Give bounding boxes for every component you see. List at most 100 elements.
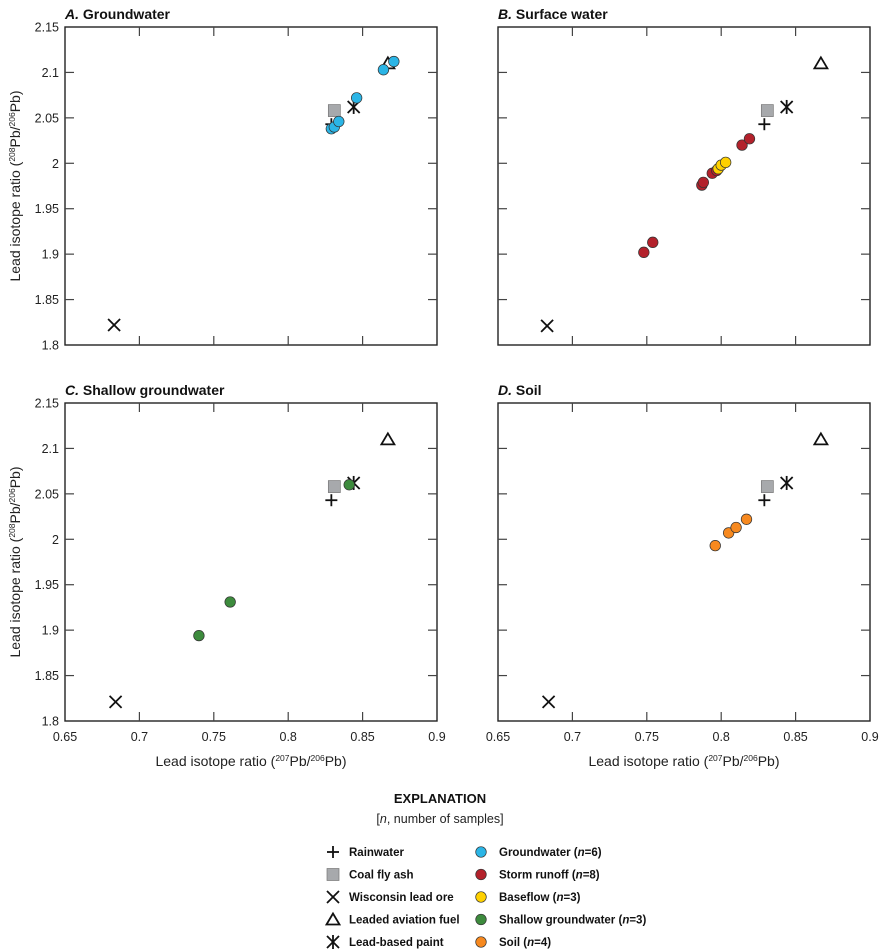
panel-b: B. Surface water [497, 6, 871, 346]
panel-title: A. Groundwater [64, 6, 171, 22]
data-point [758, 118, 771, 131]
series-groundwater [325, 55, 400, 135]
y-tick-label: 2.15 [35, 21, 59, 35]
panel-c: C. Shallow groundwater 0.65 0.7 0.75 0.8 0.85… [7, 382, 446, 769]
x-axis-label: Lead isotope ratio (207Pb/206Pb) [588, 753, 779, 769]
x-tick-label: 0.85 [350, 730, 374, 744]
series-wisconsin-lead-ore [108, 695, 123, 709]
y-axis-label: Lead isotope ratio (208Pb/206Pb) [7, 466, 23, 657]
series-rainwater [758, 118, 771, 131]
x-tick-label: 0.85 [783, 730, 807, 744]
legend: EXPLANATION [n, number of samples] Rainwat… [324, 791, 646, 949]
y-axis-label: Lead isotope ratio (208Pb/206Pb) [7, 90, 23, 281]
legend-item: Groundwater (n=6) [475, 846, 602, 859]
data-point [697, 176, 709, 189]
data-point [379, 431, 396, 446]
data-point [720, 156, 732, 169]
legend-circle-icon [475, 891, 487, 903]
series-lead-based-paint [780, 475, 794, 490]
panel-title: C. Shallow groundwater [65, 382, 225, 398]
y-tick-label: 2.05 [35, 111, 59, 125]
y-tick-label: 1.95 [35, 578, 59, 592]
data-point [350, 92, 363, 104]
data-point [638, 246, 650, 258]
data-point [343, 479, 355, 491]
data-point [736, 139, 748, 151]
x-tick-label: 0.75 [635, 730, 659, 744]
y-tick-label: 1.85 [35, 669, 59, 683]
legend-label: Groundwater (n=6) [499, 847, 602, 859]
legend-item: Storm runoff (n=8) [475, 868, 600, 882]
series-leaded-aviation-fuel [812, 55, 829, 70]
y-tick-label: 2.1 [42, 442, 59, 456]
legend-item: Rainwater [327, 846, 404, 859]
x-tick-label: 0.8 [713, 730, 730, 744]
panel-title: D. Soil [498, 382, 542, 398]
legend-label: Rainwater [349, 847, 404, 859]
x-axis-label: Lead isotope ratio (207Pb/206Pb) [155, 753, 346, 769]
x-tick-label: 0.65 [53, 730, 77, 744]
data-point [760, 480, 774, 493]
plot-frame [497, 402, 871, 722]
x-tick-label: 0.65 [486, 730, 510, 744]
y-tick-label: 1.9 [42, 624, 59, 638]
series-wisconsin-lead-ore [540, 319, 554, 333]
data-point [730, 521, 742, 534]
series-coal-fly-ash [327, 480, 341, 493]
x-tick-label: 0.7 [564, 730, 581, 744]
y-tick-label: 1.8 [42, 715, 59, 729]
x-tick-label: 0.9 [861, 730, 878, 744]
series-coal-fly-ash [760, 480, 774, 493]
y-tick-label: 2.1 [42, 66, 59, 80]
series-leaded-aviation-fuel [379, 431, 396, 446]
data-point [812, 55, 829, 70]
series-wisconsin-lead-ore [107, 318, 121, 332]
legend-circle-icon [475, 846, 487, 858]
y-tick-label: 1.9 [42, 248, 59, 262]
panel-d: D. Soil 0.65 0.7 0.75 0.8 0.85 0.9 Lead isotope… [486, 382, 879, 769]
plot-frame [497, 26, 871, 346]
series-storm-runoff [638, 133, 756, 258]
y-tick-label: 2 [52, 157, 59, 171]
legend-asterisk-icon [326, 935, 340, 949]
legend-item: Soil (n=4) [475, 936, 551, 949]
y-tick-label: 1.95 [35, 202, 59, 216]
data-point [760, 104, 774, 117]
x-tick-label: 0.7 [131, 730, 148, 744]
series-coal-fly-ash [760, 104, 774, 117]
series-rainwater [758, 494, 771, 507]
legend-plus-icon [327, 846, 339, 858]
legend-item: Shallow groundwater (n=3) [475, 913, 646, 927]
legend-title: EXPLANATION [394, 791, 486, 806]
data-point [812, 431, 829, 446]
data-point [541, 695, 556, 709]
legend-circle-icon [475, 868, 487, 881]
legend-triangle-icon [324, 911, 342, 926]
x-tick-label: 0.75 [202, 730, 226, 744]
data-point [780, 99, 794, 114]
y-tick-label: 1.8 [42, 339, 59, 353]
data-point [743, 133, 756, 145]
series-rainwater [325, 494, 338, 507]
x-tick-label: 0.9 [428, 730, 445, 744]
legend-item: Wisconsin lead ore [326, 890, 454, 904]
data-point [193, 629, 205, 642]
legend-square-icon [326, 868, 340, 881]
data-point [758, 494, 771, 507]
data-point [107, 318, 121, 332]
data-point [780, 475, 794, 490]
legend-item: Baseflow (n=3) [475, 891, 581, 904]
data-point [540, 319, 554, 333]
y-tick-label: 2.15 [35, 397, 59, 411]
legend-label: Baseflow (n=3) [499, 892, 581, 904]
data-point [333, 115, 345, 128]
y-tick-label: 1.85 [35, 293, 59, 307]
legend-label: Soil (n=4) [499, 937, 551, 949]
legend-circle-icon [475, 913, 487, 926]
series-leaded-aviation-fuel [812, 431, 829, 446]
series-wisconsin-lead-ore [541, 695, 556, 709]
data-point [740, 513, 753, 525]
plot-frame [64, 402, 438, 722]
series-baseflow [712, 156, 732, 175]
legend-label: Wisconsin lead ore [349, 892, 454, 904]
